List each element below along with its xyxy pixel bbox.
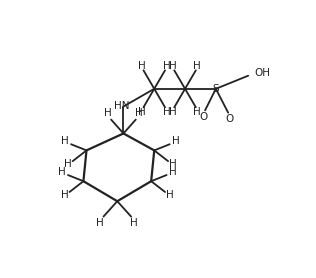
Text: H: H — [104, 108, 112, 118]
Text: HN: HN — [114, 101, 130, 111]
Text: H: H — [61, 136, 69, 146]
Text: H: H — [138, 107, 146, 117]
Text: H: H — [61, 190, 69, 200]
Text: H: H — [138, 61, 146, 71]
Text: H: H — [64, 159, 72, 169]
Text: H: H — [193, 61, 201, 71]
Text: O: O — [199, 111, 208, 121]
Text: H: H — [58, 167, 66, 177]
Text: H: H — [163, 107, 170, 117]
Text: O: O — [226, 114, 234, 124]
Text: H: H — [96, 218, 104, 228]
Text: H: H — [163, 61, 170, 71]
Text: H: H — [169, 159, 177, 169]
Text: H: H — [169, 61, 177, 71]
Text: H: H — [131, 218, 138, 228]
Text: H: H — [193, 107, 201, 117]
Text: H: H — [172, 136, 180, 146]
Text: H: H — [169, 107, 177, 117]
Text: S: S — [213, 84, 219, 94]
Text: H: H — [169, 167, 177, 177]
Text: H: H — [166, 190, 173, 200]
Text: OH: OH — [254, 68, 270, 78]
Text: H: H — [135, 108, 143, 118]
